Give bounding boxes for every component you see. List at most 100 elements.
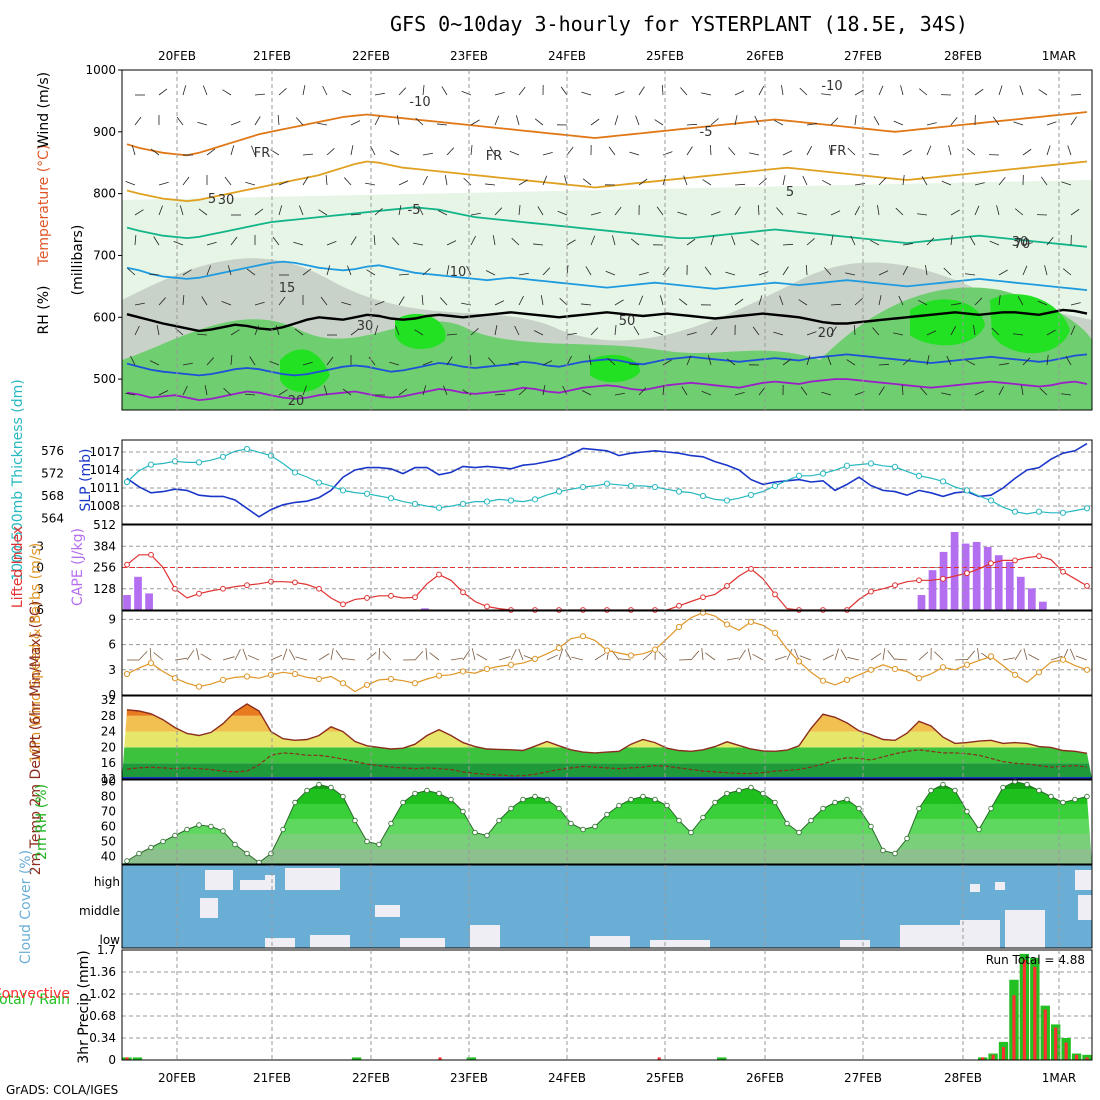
wind-barb — [806, 355, 811, 366]
thickness-line-point — [267, 452, 275, 459]
rh2m-point — [160, 838, 166, 845]
wind10m-barb — [794, 648, 800, 661]
wind10m-barb — [918, 651, 929, 661]
wind10m-speed-line-point — [339, 680, 347, 687]
wind-barb — [989, 240, 1000, 246]
temp2m-tick-label: 16 — [101, 756, 116, 770]
cape-bar — [917, 595, 926, 610]
date-label-bottom: 22FEB — [352, 1071, 390, 1085]
wind-barb — [878, 85, 884, 96]
wind10m-barb — [510, 649, 517, 661]
wind-barb — [230, 145, 235, 156]
wind-barb — [782, 243, 794, 246]
date-label-bottom: 27FEB — [844, 1071, 882, 1085]
wind-barb — [302, 361, 313, 366]
rh-shading — [395, 313, 446, 350]
wind-barb — [413, 242, 424, 246]
pressure-tick-label: 1000 — [85, 63, 116, 77]
wind-barb — [344, 177, 352, 186]
wind-barb — [1022, 357, 1031, 366]
wind-barb — [158, 181, 169, 186]
cloud-frame — [121, 864, 1093, 949]
wind10m-barb — [847, 656, 860, 661]
wind-barb — [926, 145, 932, 156]
thickness-line-point — [411, 500, 419, 507]
lifted-tick-label: 6 — [36, 603, 44, 617]
wind-barb — [494, 92, 505, 96]
wind-barb — [461, 90, 472, 96]
wind10m-barb — [382, 651, 392, 661]
wind-barb — [125, 181, 136, 186]
rh2m-point — [1072, 796, 1078, 803]
wind-barb — [296, 117, 304, 126]
wind-barb — [702, 179, 712, 186]
wind-barb — [872, 327, 880, 336]
wind-barb — [662, 266, 670, 276]
lifted-index-point — [316, 585, 322, 592]
wind-barb — [635, 115, 640, 126]
rh2m-point — [196, 822, 202, 828]
wind10m-speed-line-point — [603, 647, 611, 654]
rh2m-tick-label: 70 — [101, 805, 116, 819]
wind-barb — [518, 86, 526, 96]
rh2m-point — [664, 802, 670, 809]
contour-label: 30 — [1012, 235, 1029, 250]
slp-line — [126, 442, 1088, 518]
page-title: GFS 0~10day 3-hourly for YSTERPLANT (18.… — [390, 12, 968, 36]
wind10m-speed-line-point — [963, 661, 971, 668]
thickness-tick-label: 564 — [41, 511, 64, 525]
wind-barb — [686, 123, 698, 126]
wind-barb — [878, 270, 889, 276]
wind-barb — [656, 206, 664, 216]
wind-barb — [965, 359, 976, 366]
wind-barb — [590, 235, 596, 246]
wind-barb — [494, 207, 503, 216]
rh2m-point — [316, 781, 322, 788]
wind-barb — [846, 359, 856, 366]
wind-barb — [224, 176, 232, 186]
wind-barb — [326, 241, 337, 246]
contour-label: 5 — [786, 185, 794, 200]
thickness-line-point — [339, 487, 347, 494]
wind-barb — [638, 178, 648, 186]
wind-barb — [608, 146, 616, 156]
rh2m-ylabel: 2m RH (%) — [34, 784, 50, 860]
precip-convective-bar — [1075, 1054, 1079, 1060]
wind-barb — [204, 385, 208, 396]
wind-barb — [680, 87, 688, 96]
date-label-bottom: 28FEB — [944, 1071, 982, 1085]
wind-barb — [374, 92, 385, 96]
upper-air-frame — [121, 69, 1093, 411]
wind-barb — [998, 176, 1006, 186]
wind-barb — [590, 327, 599, 336]
wind-barb — [422, 152, 433, 156]
wind-barb — [518, 205, 521, 216]
wind-barb — [389, 361, 400, 366]
thickness-line-point — [1083, 505, 1091, 512]
wind10m-barb — [498, 656, 511, 661]
cloud-gap — [900, 925, 960, 948]
date-label-top: 1MAR — [1042, 49, 1077, 63]
thickness-line-point — [1035, 508, 1043, 515]
wind-barb — [182, 385, 188, 396]
contour-label: 20 — [818, 326, 835, 341]
wind-barb — [1022, 265, 1028, 276]
wind-barb — [182, 295, 185, 306]
lifted-index-point — [868, 588, 874, 595]
wind-barb — [374, 115, 380, 126]
wind10m-barb — [138, 650, 148, 661]
wind10m-speed-line-point — [267, 671, 275, 678]
date-label-bottom: 26FEB — [746, 1071, 784, 1085]
cloud-row-label: middle — [79, 904, 120, 918]
wind-barb — [197, 333, 208, 336]
wind10m-barb — [895, 658, 908, 661]
wind-barb — [941, 392, 952, 396]
wind-barb — [470, 119, 480, 126]
wind10m-barb — [558, 648, 564, 661]
rh2m-point — [436, 790, 442, 797]
cape-bar — [950, 531, 959, 610]
wind10m-speed-line-point — [915, 675, 923, 682]
rh2m-point — [724, 790, 730, 797]
wind10m-speed-line-point — [315, 675, 323, 683]
wind-barb — [179, 205, 184, 216]
